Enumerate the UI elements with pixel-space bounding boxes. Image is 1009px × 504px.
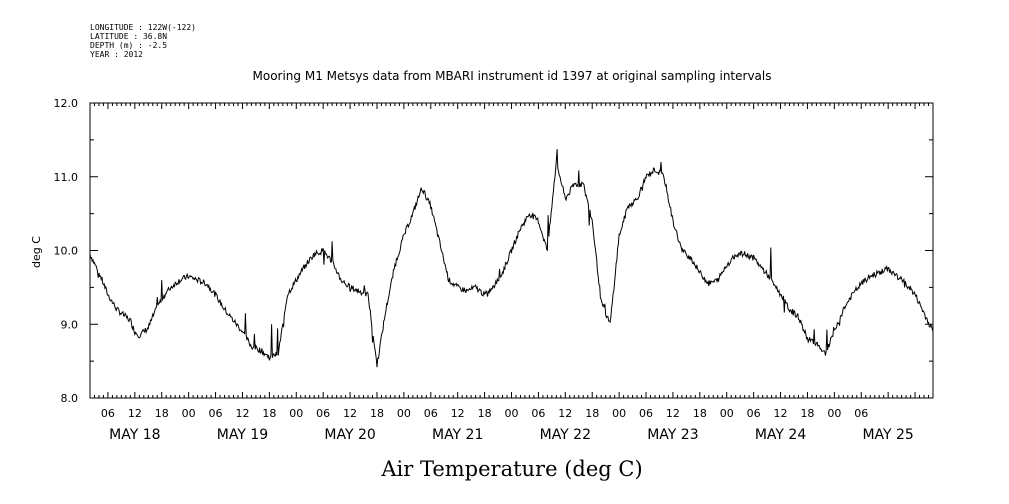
- x-tick-label: 06: [424, 407, 438, 420]
- day-label: MAY 23: [647, 427, 698, 443]
- depth-label: DEPTH (m) : -2.5: [90, 41, 167, 50]
- x-tick-label: 00: [827, 407, 841, 420]
- x-tick-label: 18: [478, 407, 492, 420]
- y-tick-label: 10.0: [54, 245, 79, 258]
- x-tick-label: 18: [585, 407, 599, 420]
- x-tick-label: 00: [612, 407, 626, 420]
- y-tick-label: 9.0: [61, 318, 79, 331]
- x-tick-label: 12: [558, 407, 572, 420]
- x-tick-label: 00: [289, 407, 303, 420]
- x-tick-label: 06: [747, 407, 761, 420]
- x-tick-label: 06: [639, 407, 653, 420]
- x-tick-label: 12: [451, 407, 465, 420]
- y-tick-label: 12.0: [54, 97, 79, 110]
- y-tick-label: 11.0: [54, 171, 79, 184]
- station-metadata: LONGITUDE : 122W(-122) LATITUDE : 36.8N …: [90, 23, 196, 59]
- x-tick-label: 00: [720, 407, 734, 420]
- x-tick-label: 06: [209, 407, 223, 420]
- x-tick-label: 12: [235, 407, 249, 420]
- x-tick-label: 12: [128, 407, 142, 420]
- day-label: MAY 18: [109, 427, 160, 443]
- day-label: MAY 20: [324, 427, 375, 443]
- y-tick-label: 8.0: [61, 392, 79, 405]
- x-tick-label: 06: [854, 407, 868, 420]
- x-tick-label: 06: [531, 407, 545, 420]
- y-axis-label: deg C: [30, 236, 43, 268]
- latitude-label: LATITUDE : 36.8N: [90, 32, 167, 41]
- x-tick-label: 12: [774, 407, 788, 420]
- x-tick-label: 18: [693, 407, 707, 420]
- x-tick-label: 00: [397, 407, 411, 420]
- day-label: MAY 24: [755, 427, 806, 443]
- x-tick-label: 18: [262, 407, 276, 420]
- series-line-air-temperature: [89, 149, 934, 368]
- day-labels: MAY 18 MAY 19 MAY 20 MAY 21 MAY 22 MAY 23 MAY …: [109, 427, 914, 443]
- day-label: MAY 21: [432, 427, 483, 443]
- axis-ticks: [89, 102, 934, 399]
- x-tick-label: 06: [316, 407, 330, 420]
- y-tick-labels: 8.0 9.0 10.0 11.0 12.0: [54, 97, 79, 405]
- x-tick-label: 18: [370, 407, 384, 420]
- day-label: MAY 19: [217, 427, 268, 443]
- x-tick-label: 06: [101, 407, 115, 420]
- x-tick-label: 00: [182, 407, 196, 420]
- x-tick-label: 18: [800, 407, 814, 420]
- x-tick-label: 12: [343, 407, 357, 420]
- chart-title: Mooring M1 Metsys data from MBARI instru…: [253, 69, 772, 83]
- year-label: YEAR : 2012: [90, 50, 143, 59]
- longitude-label: LONGITUDE : 122W(-122): [90, 23, 196, 32]
- x-tick-label: 12: [666, 407, 680, 420]
- day-label: MAY 25: [862, 427, 913, 443]
- x-tick-label: 18: [155, 407, 169, 420]
- x-tick-labels: 06 12 18 00 06 12 18 00 06 12 18 00 06 12 18 00 06 12 18 00…: [101, 407, 868, 420]
- x-axis-caption: Air Temperature (deg C): [380, 457, 642, 481]
- day-label: MAY 22: [540, 427, 591, 443]
- x-tick-label: 00: [505, 407, 519, 420]
